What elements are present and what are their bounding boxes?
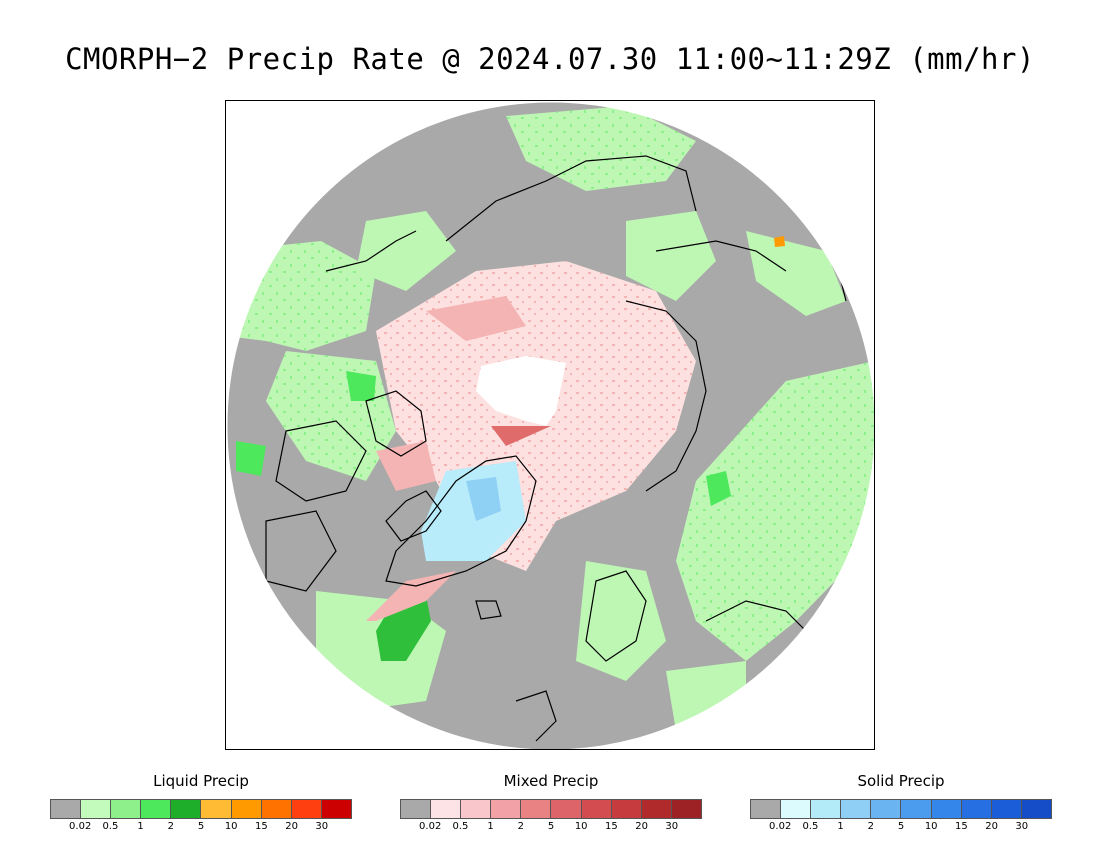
legend-tick-label: 30 [315,821,329,832]
legend-swatch [291,800,322,818]
legend-solid-ticks: 0.02 0.5 1 2 5 10 15 20 30 [750,821,1052,835]
legend-swatch [671,800,701,818]
liquid-region-siberia-top-speckle [506,106,696,191]
chart-title: CMORPH−2 Precip Rate @ 2024.07.30 11:00~… [65,42,1035,76]
legend-tick-label: 15 [605,821,618,832]
legend-tick-label: 0.02 [69,821,92,832]
legend-solid-title: Solid Precip [857,772,945,790]
legend-swatch [871,800,902,818]
legend-swatch [901,800,932,818]
legend-tick-label: 5 [897,821,905,832]
legend-swatch [781,800,812,818]
legend-swatch [811,800,842,818]
liquid-heavy-west [236,441,266,476]
legend-tick-label: 15 [255,821,268,832]
legend-swatch [201,800,232,818]
legend-tick-label: 5 [547,821,555,832]
legend-swatch [751,800,782,818]
mixed-region-greenland-south [366,571,456,621]
liquid-heavy-europe [706,471,731,506]
legend-mixed-title: Mixed Precip [503,772,599,790]
liquid-region-europe-speckle [676,361,874,661]
legend-mixed: Mixed Precip 0.02 0.5 1 2 5 10 15 20 30 [400,772,702,835]
legend-tick-label: 2 [867,821,874,832]
legend-tick-label: 0.5 [452,821,469,832]
legend-swatch [1021,800,1051,818]
legend-tick-label: 1 [837,821,844,832]
mixed-region-ellesmere [376,441,436,491]
legend-solid-swatches [750,799,1052,819]
legend-tick-label: 30 [665,821,679,832]
liquid-region-north-siberia [746,231,846,316]
legend-swatch [961,800,992,818]
legend-liquid-ticks: 0.02 0.5 1 2 5 10 15 20 30 [50,821,352,835]
legend-swatch [581,800,612,818]
solid-region-greenland-mid [466,477,501,521]
legend-swatch [51,800,82,818]
legend-solid: Solid Precip 0.02 0.5 1 2 5 10 15 20 30 [750,772,1052,835]
legend-tick-label: 0.02 [769,821,792,832]
legend-swatch [111,800,142,818]
legend-swatch [141,800,172,818]
no-data-pole [476,356,566,426]
legend-swatch [491,800,522,818]
legend-tick-label: 0.02 [419,821,442,832]
legend-tick-label: 0.5 [802,821,819,832]
legend-swatch [431,800,462,818]
legend-tick-label: 10 [224,821,238,832]
legend-tick-label: 30 [1015,821,1029,832]
legend-swatch [461,800,492,818]
legend-mixed-ticks: 0.02 0.5 1 2 5 10 15 20 30 [400,821,702,835]
legend-swatch [991,800,1022,818]
legend-swatch [841,800,872,818]
liquid-cell-orange [774,236,785,247]
liquid-heavy-canada [346,371,376,401]
legend-liquid-swatches [50,799,352,819]
mixed-region-chukchi [426,296,526,341]
legend-swatch [401,800,432,818]
mixed-heavy-wedge [491,426,551,446]
liquid-region-east-siberia [626,211,716,301]
legend-swatch [231,800,262,818]
legend-tick-label: 5 [197,821,205,832]
map-canvas [226,101,874,749]
legend-mixed-swatches [400,799,702,819]
legend-tick-label: 1 [487,821,494,832]
polar-map [225,100,875,750]
legend-swatch [321,800,351,818]
legend-tick-label: 20 [985,821,998,832]
legend-swatch [611,800,642,818]
legend-swatch [641,800,672,818]
legend-tick-label: 1 [137,821,144,832]
liquid-region-scandinavia [576,561,666,681]
legend-tick-label: 0.5 [102,821,119,832]
liquid-region-alaska [356,211,456,291]
legend-swatch [261,800,292,818]
legend-liquid: Liquid Precip 0.02 0.5 1 2 5 10 15 20 30 [50,772,352,835]
legend-swatch [81,800,112,818]
legend-tick-label: 15 [955,821,968,832]
coastlines [265,155,847,742]
legend-swatch [171,800,202,818]
legend-liquid-title: Liquid Precip [153,772,249,790]
legend-tick-label: 10 [924,821,938,832]
map-disk-edge [226,101,874,749]
legend-swatch [931,800,962,818]
legend-tick-label: 10 [574,821,588,832]
legend-tick-label: 20 [635,821,648,832]
legend-tick-label: 20 [285,821,298,832]
legend-swatch [521,800,552,818]
legend-tick-label: 2 [167,821,174,832]
legend-tick-label: 2 [517,821,524,832]
legend-swatch [551,800,582,818]
